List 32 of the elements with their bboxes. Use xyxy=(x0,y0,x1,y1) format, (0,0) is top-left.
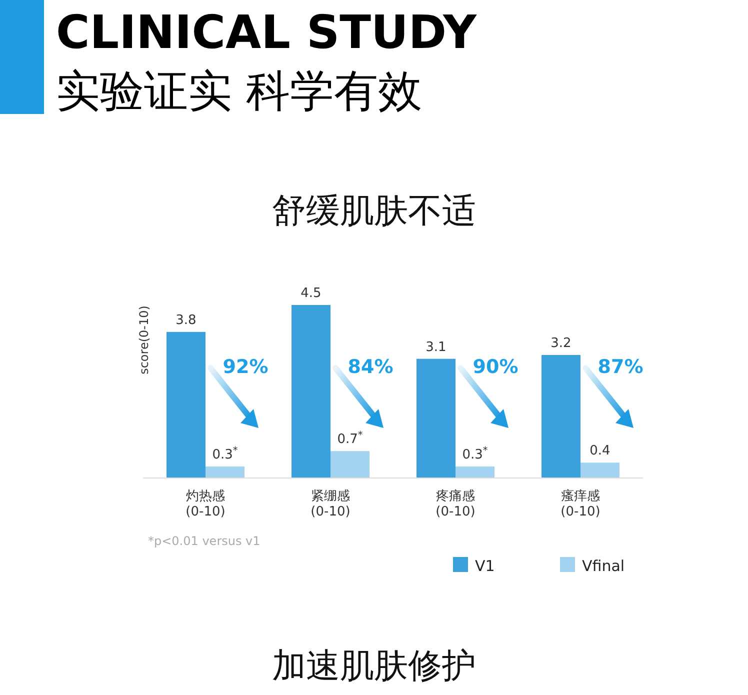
annotation: 87% xyxy=(598,356,644,378)
legend-label: Vfinal xyxy=(582,557,625,575)
data-label: 0.4 xyxy=(590,444,610,459)
y-axis-title: score(0-10) xyxy=(137,306,151,374)
bar xyxy=(330,451,370,478)
x-tick-label: 灼热感 (0-10) xyxy=(186,489,226,520)
text: 加速肌肤修护 xyxy=(272,646,476,686)
bar xyxy=(292,305,330,478)
legend-label: V1 xyxy=(475,557,495,575)
x-tick-label: 瘙痒感 (0-10) xyxy=(560,489,600,520)
bar xyxy=(580,462,620,478)
data-label: 0.3$^{*}$ xyxy=(462,444,488,462)
chart-subtitle: 实验证实 科学有效 xyxy=(56,66,422,117)
data-label: 0.3$^{*}$ xyxy=(212,444,238,462)
data-label: 0.7$^{*}$ xyxy=(337,430,363,448)
bar xyxy=(206,466,244,478)
data-label: 3.2 xyxy=(550,336,572,351)
bar xyxy=(416,358,456,478)
bar xyxy=(456,466,494,478)
data-label: 3.1 xyxy=(426,340,446,355)
x-tick-label: 紧绷感 (0-10) xyxy=(310,489,350,520)
text: *p<0.01 versus v1 xyxy=(148,534,260,548)
annotation: 84% xyxy=(348,356,394,378)
data-label: 3.8 xyxy=(176,312,196,328)
data-label: 4.5 xyxy=(300,286,322,301)
annotation: 90% xyxy=(472,356,518,378)
chart-title: CLINICAL STUDY xyxy=(56,5,478,59)
bar xyxy=(166,332,206,478)
annotation: 92% xyxy=(222,356,268,378)
text: 舒缓肌肤不适 xyxy=(272,191,476,231)
x-tick-label: 疼痛感 (0-10) xyxy=(436,489,476,520)
bar xyxy=(542,354,580,478)
